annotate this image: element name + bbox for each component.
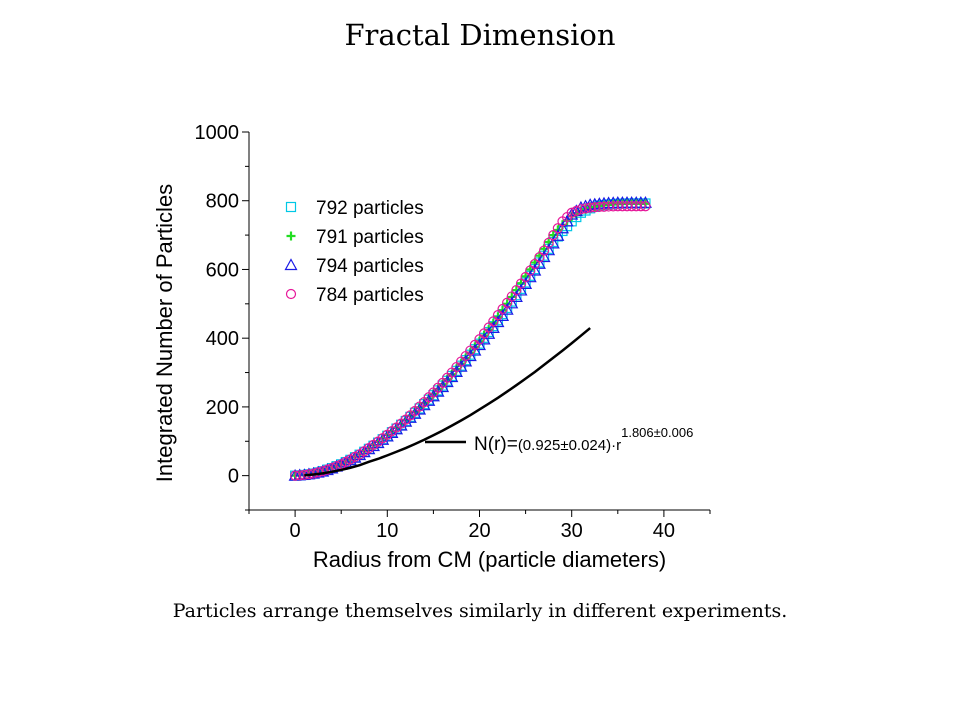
data-point: [528, 263, 542, 276]
legend: 792 particles 791 particles 794 particles 7…: [284, 198, 424, 306]
x-tick-label: 10: [376, 520, 398, 542]
legend-label: 784 particles: [316, 285, 424, 306]
data-point: [505, 296, 519, 309]
legend-label: 791 particles: [316, 227, 424, 248]
y-tick-label: 600: [206, 259, 239, 281]
data-point: [486, 321, 500, 333]
data-point: [322, 464, 333, 475]
data-point: [348, 450, 362, 463]
data-point: [477, 332, 491, 345]
legend-marker: [286, 231, 296, 241]
data-point: [509, 290, 523, 303]
data-point: [496, 309, 510, 321]
data-point: [552, 223, 563, 234]
legend-marker: [285, 201, 297, 213]
y-tick-label: 800: [206, 191, 239, 213]
data-point: [546, 236, 560, 249]
fit-equation: N(r)=(0.925±0.024)·r1.806±0.006: [474, 425, 693, 455]
legend-label: 792 particles: [316, 198, 424, 219]
x-tick-label: 30: [561, 520, 583, 542]
data-point: [640, 201, 651, 212]
data-point: [519, 277, 533, 289]
data-point: [551, 229, 565, 241]
y-axis-title: Integrated Number of Particles: [152, 184, 177, 482]
legend-label: 794 particles: [316, 256, 424, 277]
x-tick-label: 0: [290, 520, 301, 542]
data-point: [523, 270, 537, 283]
data-point: [635, 201, 646, 212]
data-point: [317, 466, 328, 477]
data-point: [534, 252, 545, 263]
x-tick-label: 20: [468, 520, 490, 542]
data-point: [555, 221, 569, 234]
slide-caption: Particles arrange themselves similarly i…: [172, 600, 788, 622]
data-point: [542, 243, 556, 256]
legend-marker: [285, 288, 297, 300]
x-axis-title: Radius from CM (particle diameters): [313, 547, 666, 572]
fit-line: [304, 327, 591, 477]
data-point: [529, 258, 540, 270]
data-point: [500, 302, 514, 315]
data-point: [472, 338, 487, 351]
data-point: [543, 237, 554, 248]
data-point: [399, 414, 413, 427]
data-point: [413, 402, 427, 415]
y-tick-label: 200: [206, 397, 239, 419]
x-tick-label: 40: [653, 520, 675, 542]
data-point: [380, 429, 394, 442]
y-tick-label: 0: [228, 466, 239, 488]
y-tick-label: 1000: [195, 122, 240, 144]
data-point: [385, 426, 399, 438]
legend-marker: [284, 258, 298, 271]
data-point: [343, 453, 357, 466]
data-point: [394, 418, 408, 431]
data-point: [403, 410, 417, 423]
data-point: [482, 326, 496, 339]
data-point: [538, 245, 550, 256]
data-point: [532, 257, 546, 269]
y-tick-label: 400: [206, 328, 239, 350]
slide-title: Fractal Dimension: [344, 18, 616, 52]
data-point: [571, 205, 582, 217]
data-point: [514, 283, 528, 296]
data-point: [408, 407, 422, 419]
data-point: [353, 448, 367, 461]
data-point: [357, 445, 371, 458]
data-point: [566, 207, 577, 218]
data-point: [491, 315, 505, 328]
data-point: [548, 229, 559, 241]
data-point: [390, 422, 404, 435]
data-point: [537, 250, 551, 263]
